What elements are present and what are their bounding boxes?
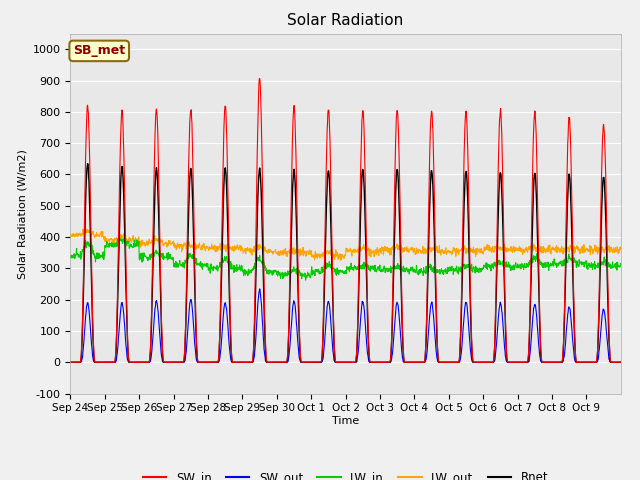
LW_out <box>332 253 339 259</box>
LW_in <box>153 251 161 256</box>
Line: SW_out: SW_out <box>70 289 621 362</box>
SW_out <box>67 360 74 365</box>
SW_out <box>476 360 483 365</box>
SW_out <box>610 360 618 365</box>
LW_in <box>611 262 618 267</box>
Rnet <box>556 360 564 365</box>
SW_in <box>321 230 329 236</box>
LW_in <box>67 252 74 258</box>
SW_out <box>556 360 564 365</box>
SW_in <box>617 360 625 365</box>
LW_in <box>557 260 564 265</box>
Rnet <box>332 359 339 365</box>
LW_in <box>332 271 340 277</box>
SW_in <box>476 360 483 365</box>
Title: Solar Radiation: Solar Radiation <box>287 13 404 28</box>
SW_out <box>617 360 625 365</box>
Rnet <box>476 360 483 365</box>
SW_in <box>152 106 160 112</box>
LW_out <box>83 226 91 232</box>
SW_out <box>321 333 329 339</box>
Text: SB_met: SB_met <box>73 44 125 58</box>
Line: SW_in: SW_in <box>70 79 621 362</box>
SW_in <box>556 360 564 365</box>
LW_out <box>611 250 618 256</box>
SW_out <box>332 360 339 365</box>
Y-axis label: Solar Radiation (W/m2): Solar Radiation (W/m2) <box>17 149 27 278</box>
LW_out <box>337 257 344 263</box>
SW_in <box>610 360 618 365</box>
LW_out <box>617 244 625 250</box>
LW_out <box>476 250 484 256</box>
SW_in <box>255 76 263 82</box>
SW_out <box>152 298 160 303</box>
SW_in <box>332 358 339 364</box>
Line: Rnet: Rnet <box>70 164 621 362</box>
Rnet <box>610 360 618 365</box>
SW_out <box>256 286 264 292</box>
LW_out <box>557 248 564 253</box>
LW_out <box>153 238 161 244</box>
Rnet <box>321 263 329 268</box>
Line: LW_in: LW_in <box>70 239 621 280</box>
LW_in <box>321 263 329 268</box>
LW_out <box>67 232 74 238</box>
LW_in <box>116 236 124 241</box>
Line: LW_out: LW_out <box>70 229 621 260</box>
Rnet <box>67 360 74 365</box>
LW_in <box>617 262 625 268</box>
Rnet <box>84 161 92 167</box>
Rnet <box>153 168 161 173</box>
LW_in <box>476 267 484 273</box>
SW_in <box>67 360 74 365</box>
Legend: SW_in, SW_out, LW_in, LW_out, Rnet: SW_in, SW_out, LW_in, LW_out, Rnet <box>138 466 553 480</box>
X-axis label: Time: Time <box>332 416 359 426</box>
LW_in <box>302 277 310 283</box>
Rnet <box>617 360 625 365</box>
LW_out <box>321 246 329 252</box>
